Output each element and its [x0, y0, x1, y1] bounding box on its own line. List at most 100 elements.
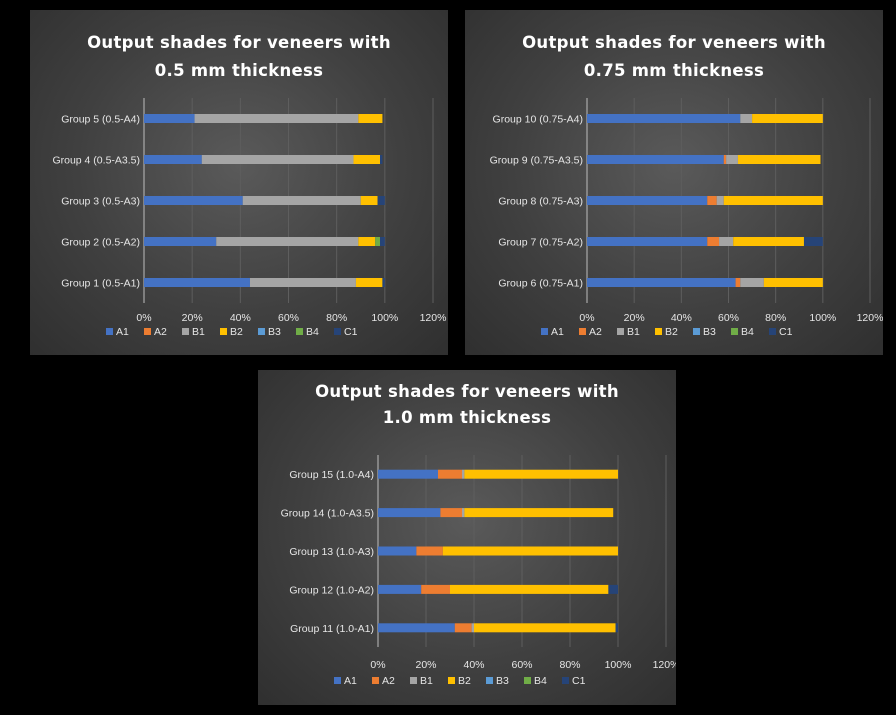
- legend-label-c1: C1: [344, 326, 358, 338]
- bar-segment-a1: [587, 155, 724, 164]
- bar-segment-a2: [421, 584, 450, 594]
- bar-segment-b2: [358, 237, 376, 246]
- chart-title-line: 0.5 mm thickness: [155, 61, 324, 80]
- legend-swatch-b2: [220, 328, 227, 335]
- chart-title-line: 0.75 mm thickness: [584, 61, 764, 80]
- bar-segment-b2: [450, 584, 609, 594]
- category-label: Group 13 (1.0-A3): [289, 546, 374, 558]
- bar-segment-b2: [752, 114, 823, 123]
- bar-segment-b1: [249, 278, 356, 287]
- bar-segment-c1: [380, 155, 383, 164]
- bar-segment-c1: [608, 584, 618, 594]
- x-tick-label: 120%: [420, 312, 447, 324]
- bar-segment-a1: [378, 508, 441, 518]
- bar-segment-b1: [216, 237, 359, 246]
- bar-segment-b1: [719, 237, 734, 246]
- x-tick-label: 120%: [857, 312, 883, 324]
- bar-segment-b2: [763, 278, 823, 287]
- legend-label-b2: B2: [665, 326, 678, 338]
- bar-segment-a1: [587, 278, 736, 287]
- legend-swatch-a1: [106, 328, 113, 335]
- chart-title-line: 1.0 mm thickness: [383, 408, 552, 427]
- legend-swatch-a2: [579, 328, 586, 335]
- x-tick-label: 0%: [370, 659, 385, 671]
- bar-segment-b1: [716, 196, 724, 205]
- legend-swatch-b3: [486, 677, 493, 684]
- bar-segment-b1: [194, 114, 359, 123]
- bar-segment-a1: [144, 196, 243, 205]
- bar-segment-a2: [735, 278, 741, 287]
- bar-segment-b1: [740, 278, 764, 287]
- chart-title-line: Output shades for veneers with: [522, 33, 826, 52]
- category-label: Group 7 (0.75-A2): [498, 237, 583, 249]
- chart-panel-1-0mm: Output shades for veneers with 1.0 mm thi…: [258, 370, 676, 705]
- category-label: Group 3 (0.5-A3): [61, 196, 140, 208]
- bar-segment-a2: [723, 155, 727, 164]
- bar-segment-b2: [464, 469, 618, 479]
- category-label: Group 10 (0.75-A4): [493, 114, 583, 126]
- bar-segment-a1: [378, 469, 438, 479]
- bar-segment-b2: [355, 278, 383, 287]
- legend-swatch-a2: [144, 328, 151, 335]
- bar-segment-b2: [464, 508, 614, 518]
- bar-segment-a2: [454, 623, 472, 633]
- chart-svg: Output shades for veneers with 1.0 mm thi…: [281, 382, 676, 687]
- bar-segment-a1: [378, 546, 417, 556]
- legend-label-a2: A2: [382, 675, 395, 687]
- legend-swatch-b1: [182, 328, 189, 335]
- bar-segment-c1: [380, 237, 385, 246]
- bar-segment-a1: [144, 155, 202, 164]
- bar-segment-a1: [144, 278, 250, 287]
- bar-segment-a1: [587, 196, 708, 205]
- x-tick-label: 40%: [230, 312, 251, 324]
- bar-segment-b4: [375, 237, 381, 246]
- bar-segment-b1: [740, 114, 753, 123]
- legend-swatch-a1: [334, 677, 341, 684]
- category-label: Group 8 (0.75-A3): [498, 196, 583, 208]
- x-tick-label: 100%: [371, 312, 398, 324]
- bar-segment-a2: [707, 237, 720, 246]
- bar-segment-a1: [378, 623, 455, 633]
- legend-label-b1: B1: [420, 675, 433, 687]
- bar-segment-a2: [440, 508, 462, 518]
- category-label: Group 2 (0.5-A2): [61, 237, 140, 249]
- legend-swatch-b1: [617, 328, 624, 335]
- chart-svg: Output shades for veneers with 0.75 mm th…: [490, 33, 883, 338]
- bar-segment-b2: [737, 155, 821, 164]
- legend-swatch-b1: [410, 677, 417, 684]
- bar-segment-b2: [353, 155, 381, 164]
- legend-label-b3: B3: [703, 326, 716, 338]
- bar-segment-b2: [733, 237, 804, 246]
- category-label: Group 14 (1.0-A3.5): [281, 508, 374, 520]
- legend-label-a2: A2: [154, 326, 167, 338]
- x-tick-label: 80%: [765, 312, 786, 324]
- x-tick-label: 20%: [624, 312, 645, 324]
- x-tick-label: 100%: [809, 312, 836, 324]
- legend-label-b2: B2: [230, 326, 243, 338]
- legend-swatch-a1: [541, 328, 548, 335]
- category-label: Group 11 (1.0-A1): [290, 623, 374, 635]
- bar-segment-c1: [615, 623, 618, 633]
- bar-segment-a1: [144, 114, 195, 123]
- bar-segment-a1: [587, 237, 708, 246]
- category-label: Group 9 (0.75-A3.5): [490, 155, 583, 167]
- x-tick-label: 80%: [326, 312, 347, 324]
- bar-segment-b1: [726, 155, 738, 164]
- legend-label-b3: B3: [268, 326, 281, 338]
- x-tick-label: 100%: [605, 659, 632, 671]
- bar-segment-b2: [358, 114, 383, 123]
- legend-label-b1: B1: [192, 326, 205, 338]
- x-tick-label: 0%: [136, 312, 151, 324]
- x-tick-label: 60%: [511, 659, 532, 671]
- legend-swatch-b4: [524, 677, 531, 684]
- category-label: Group 1 (0.5-A1): [61, 278, 140, 290]
- legend-label-b4: B4: [741, 326, 754, 338]
- legend-swatch-b4: [731, 328, 738, 335]
- bar-segment-a1: [144, 237, 217, 246]
- category-label: Group 15 (1.0-A4): [289, 469, 374, 481]
- chart-title-line: Output shades for veneers with: [87, 33, 391, 52]
- bar-segment-b1: [462, 508, 465, 518]
- legend-swatch-c1: [562, 677, 569, 684]
- category-label: Group 5 (0.5-A4): [61, 114, 140, 126]
- bar-segment-b2: [360, 196, 378, 205]
